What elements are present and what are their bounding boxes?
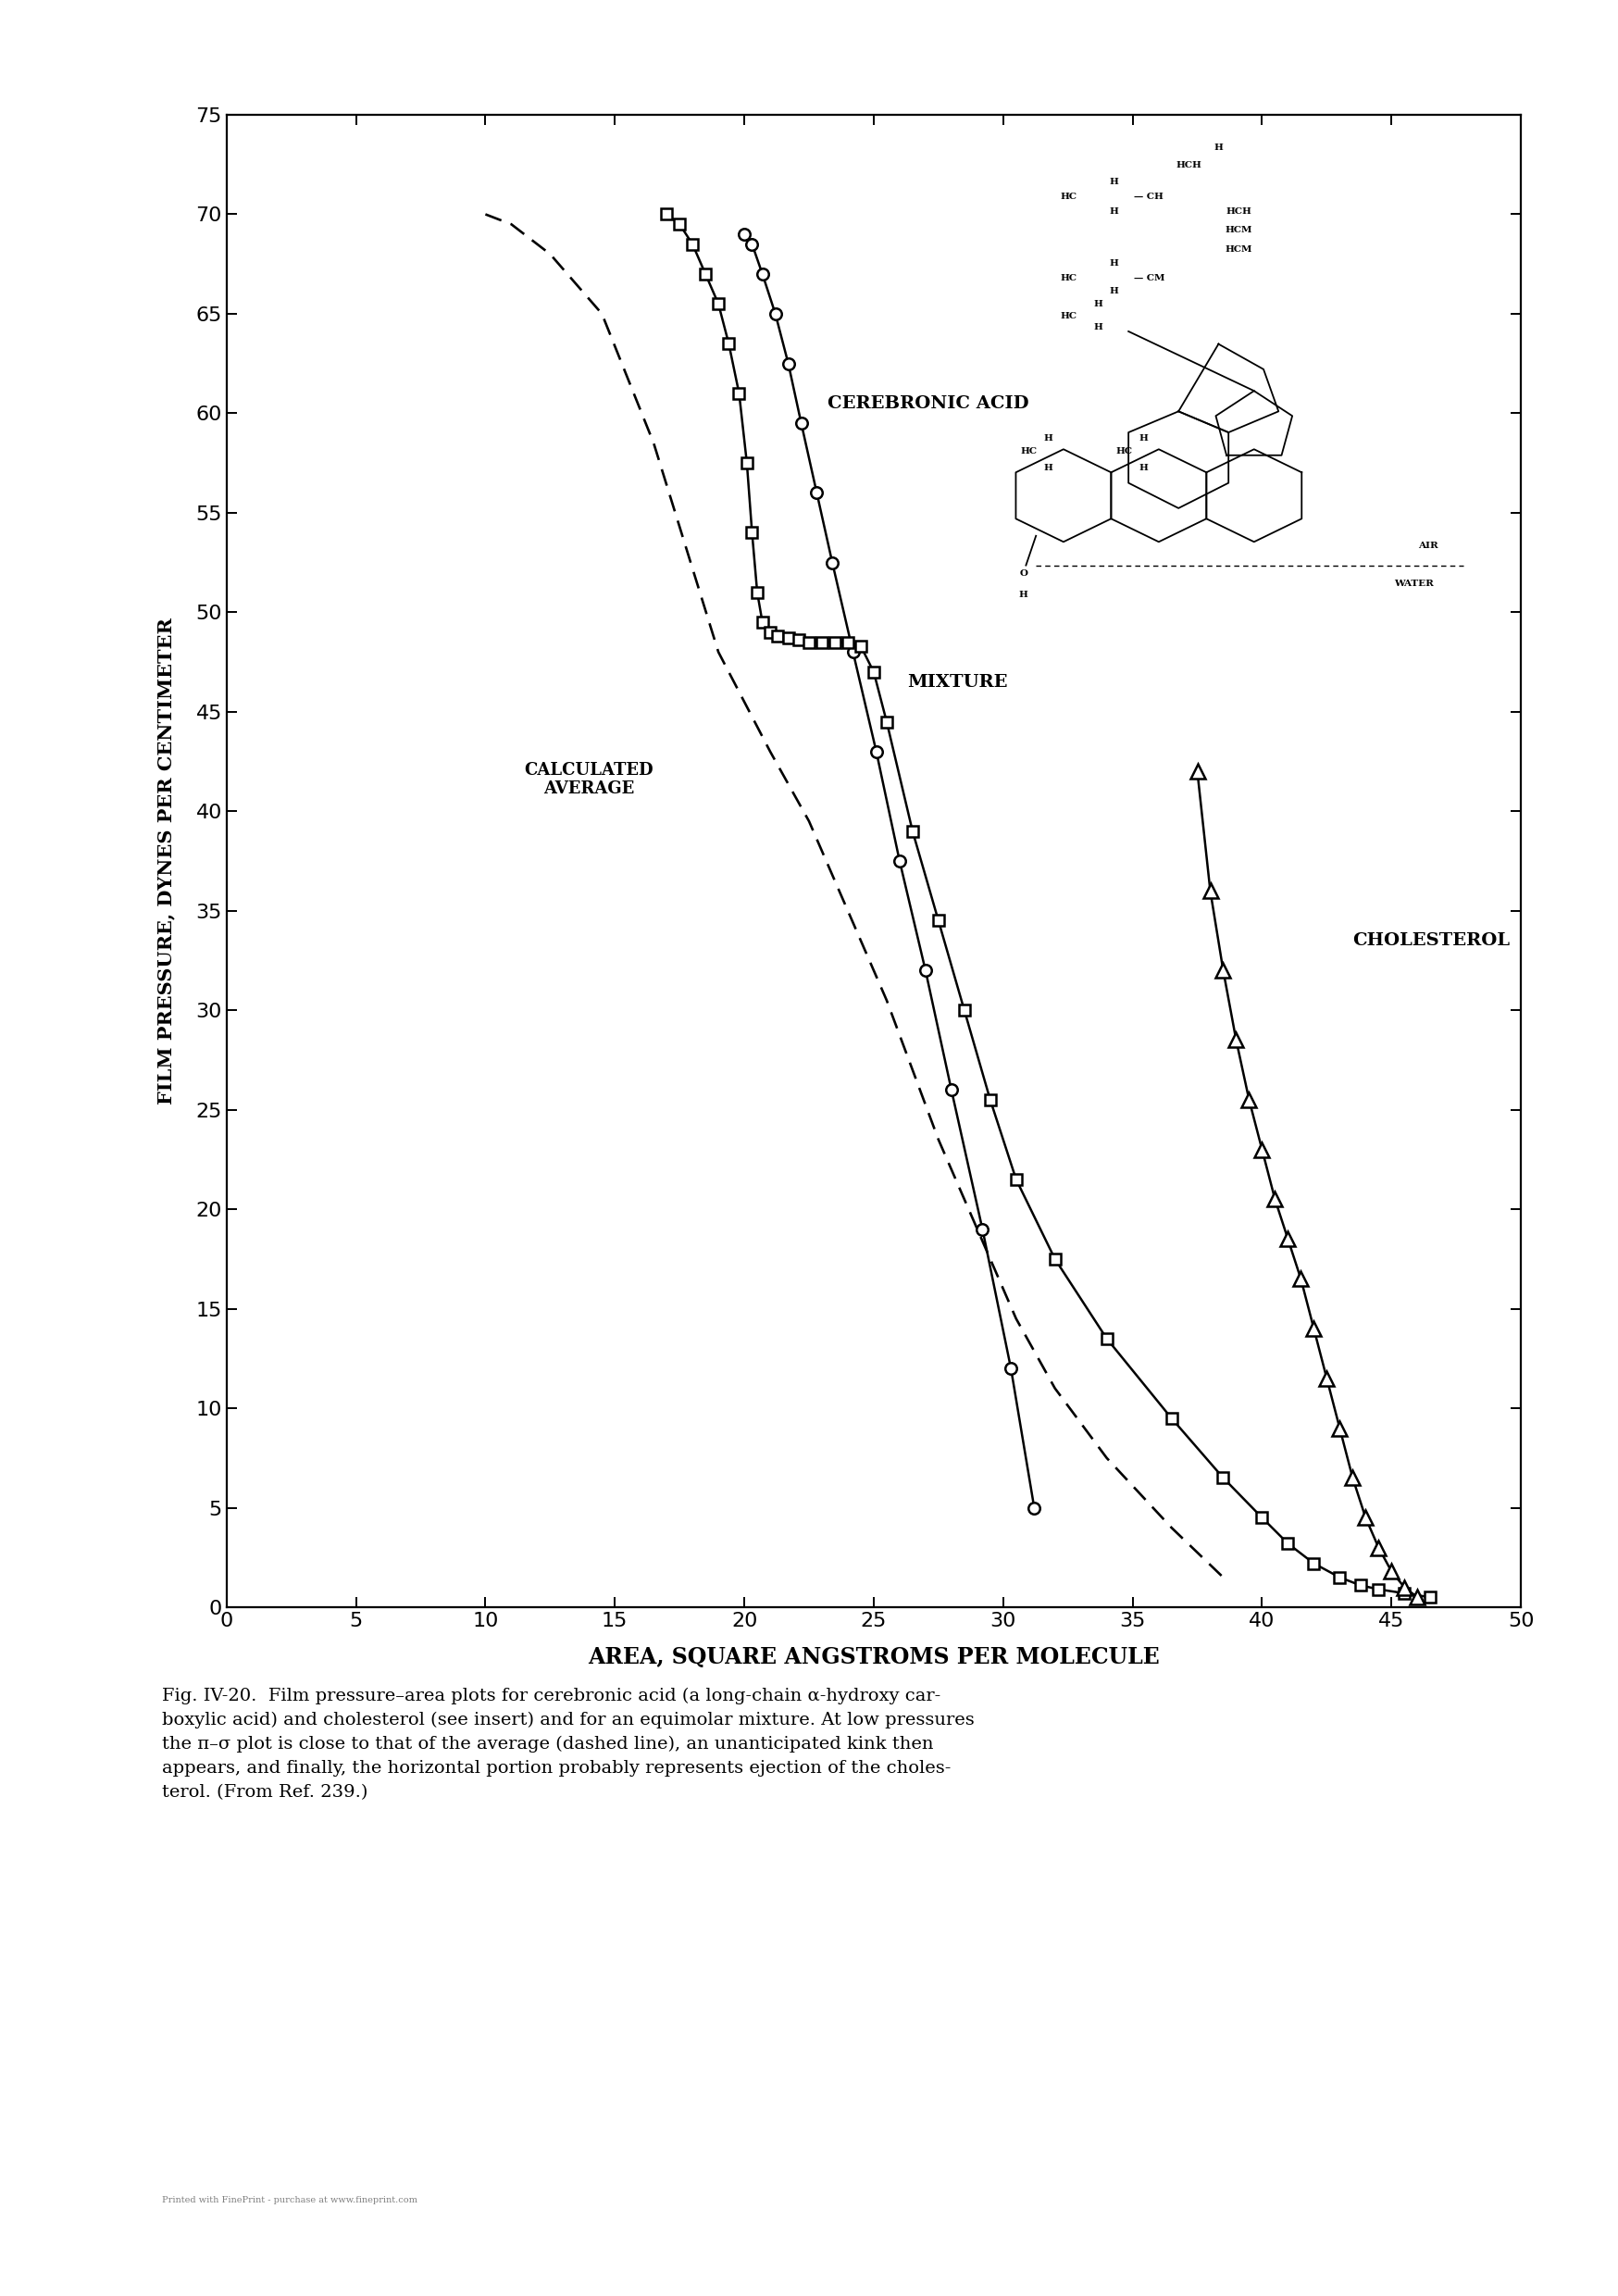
Text: HC: HC bbox=[1060, 276, 1078, 282]
Text: CALCULATED
AVERAGE: CALCULATED AVERAGE bbox=[524, 762, 654, 797]
Text: — CH: — CH bbox=[1134, 193, 1163, 200]
Text: HC: HC bbox=[1019, 448, 1037, 455]
Text: H: H bbox=[1094, 301, 1103, 308]
Text: — CM: — CM bbox=[1134, 276, 1165, 282]
Text: H: H bbox=[1108, 207, 1118, 216]
Text: HC: HC bbox=[1060, 193, 1078, 200]
Text: H: H bbox=[1044, 434, 1053, 443]
Text: O: O bbox=[1019, 569, 1027, 579]
Text: WATER: WATER bbox=[1393, 581, 1434, 588]
Text: H: H bbox=[1108, 259, 1118, 269]
Text: H: H bbox=[1044, 464, 1053, 473]
Text: H: H bbox=[1139, 464, 1149, 473]
Text: HCM: HCM bbox=[1225, 225, 1252, 234]
Text: H: H bbox=[1108, 177, 1118, 186]
Text: H: H bbox=[1094, 324, 1103, 331]
Text: H: H bbox=[1214, 145, 1223, 152]
Text: HC: HC bbox=[1115, 448, 1133, 455]
Text: HCH: HCH bbox=[1225, 207, 1251, 216]
Text: HCM: HCM bbox=[1225, 246, 1252, 253]
Text: MIXTURE: MIXTURE bbox=[908, 673, 1008, 691]
Text: HCH: HCH bbox=[1176, 161, 1202, 170]
Text: H: H bbox=[1108, 287, 1118, 296]
Text: H: H bbox=[1019, 590, 1027, 599]
Text: AIR: AIR bbox=[1419, 542, 1438, 551]
Text: CHOLESTEROL: CHOLESTEROL bbox=[1353, 932, 1510, 948]
Text: Fig. IV-20.  Film pressure–area plots for cerebronic acid (a long-chain α-hydrox: Fig. IV-20. Film pressure–area plots for… bbox=[162, 1688, 974, 1800]
Text: H: H bbox=[1139, 434, 1149, 443]
Text: CEREBRONIC ACID: CEREBRONIC ACID bbox=[827, 395, 1029, 411]
Text: HC: HC bbox=[1060, 312, 1078, 321]
Y-axis label: FILM PRESSURE, DYNES PER CENTIMETER: FILM PRESSURE, DYNES PER CENTIMETER bbox=[157, 618, 175, 1104]
X-axis label: AREA, SQUARE ANGSTROMS PER MOLECULE: AREA, SQUARE ANGSTROMS PER MOLECULE bbox=[587, 1646, 1160, 1667]
Text: Printed with FinePrint - purchase at www.fineprint.com: Printed with FinePrint - purchase at www… bbox=[162, 2195, 417, 2204]
